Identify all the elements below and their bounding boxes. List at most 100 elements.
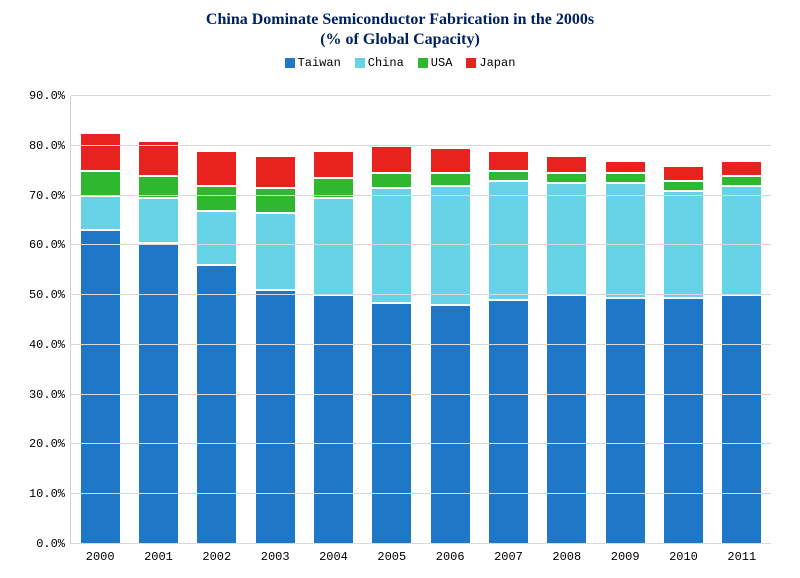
y-gridline [71,493,771,494]
legend-item-usa: USA [418,56,453,70]
legend-label: Japan [479,56,515,70]
bar-segment-japan [605,161,646,173]
chart-legend: Taiwan China USA Japan [0,56,800,70]
legend-swatch-taiwan [285,58,295,68]
bar-segment-usa [371,173,412,188]
x-axis-label: 2011 [727,544,756,564]
y-axis-label: 40.0% [29,338,71,352]
chart-bars: 2000 2001 2002 2003 2004 2005 2006 2007 2008 2009… [71,96,771,544]
bar-segment-china [488,181,529,300]
bar-segment-china [196,211,237,266]
y-axis-label: 90.0% [29,89,71,103]
bar-segment-japan [663,166,704,181]
legend-item-china: China [355,56,404,70]
x-axis-label: 2001 [144,544,173,564]
bar-segment-japan [80,133,121,170]
bar-group: 2000 [80,96,121,544]
bar-segment-usa [721,176,762,186]
bar-segment-usa [80,171,121,196]
bar-segment-usa [255,188,296,213]
bar-segment-usa [488,171,529,181]
bar-segment-japan [488,151,529,171]
bar-segment-usa [196,186,237,211]
x-axis-label: 2009 [611,544,640,564]
y-axis-label: 50.0% [29,288,71,302]
bar-segment-taiwan [546,295,587,544]
chart-title-line2: (% of Global Capacity) [0,30,800,50]
bar-segment-taiwan [371,303,412,544]
legend-swatch-usa [418,58,428,68]
bar-segment-china [255,213,296,290]
chart-container: China Dominate Semiconductor Fabrication… [0,0,800,578]
bar-segment-china [138,198,179,243]
x-axis-label: 2008 [552,544,581,564]
bar-group: 2008 [546,96,587,544]
bar-segment-taiwan [430,305,471,544]
bar-segment-japan [313,151,354,178]
y-axis-label: 30.0% [29,388,71,402]
legend-swatch-japan [466,58,476,68]
y-gridline [71,543,771,544]
bar-segment-taiwan [255,290,296,544]
y-axis-label: 0.0% [36,537,71,551]
bar-group: 2007 [488,96,529,544]
y-gridline [71,294,771,295]
y-gridline [71,145,771,146]
legend-item-taiwan: Taiwan [285,56,341,70]
legend-item-japan: Japan [466,56,515,70]
bar-segment-taiwan [663,298,704,544]
bar-segment-china [430,186,471,305]
x-axis-label: 2006 [436,544,465,564]
bar-segment-japan [371,146,412,173]
chart-title: China Dominate Semiconductor Fabrication… [0,0,800,50]
bar-segment-usa [663,181,704,191]
bar-segment-usa [546,173,587,183]
x-axis-label: 2005 [377,544,406,564]
bar-segment-taiwan [488,300,529,544]
y-axis-label: 60.0% [29,238,71,252]
bar-group: 2001 [138,96,179,544]
y-gridline [71,244,771,245]
bar-segment-japan [196,151,237,186]
y-gridline [71,195,771,196]
y-axis-label: 20.0% [29,437,71,451]
bar-segment-japan [721,161,762,176]
y-gridline [71,443,771,444]
legend-swatch-china [355,58,365,68]
bar-segment-china [546,183,587,295]
legend-label: USA [431,56,453,70]
bar-segment-china [313,198,354,295]
x-axis-label: 2007 [494,544,523,564]
bar-group: 2005 [371,96,412,544]
y-axis-label: 70.0% [29,189,71,203]
bar-segment-taiwan [605,298,646,544]
bar-segment-taiwan [313,295,354,544]
chart-plot-area: 2000 2001 2002 2003 2004 2005 2006 2007 2008 2009… [70,96,771,544]
bar-group: 2009 [605,96,646,544]
y-axis-label: 80.0% [29,139,71,153]
x-axis-label: 2002 [202,544,231,564]
bar-segment-china [721,186,762,296]
chart-title-line1: China Dominate Semiconductor Fabrication… [0,10,800,30]
bar-segment-japan [430,148,471,173]
bar-segment-japan [546,156,587,173]
bar-segment-usa [605,173,646,183]
bar-group: 2004 [313,96,354,544]
bar-segment-taiwan [721,295,762,544]
bar-segment-usa [430,173,471,185]
legend-label: China [368,56,404,70]
y-gridline [71,394,771,395]
y-gridline [71,95,771,96]
y-gridline [71,344,771,345]
x-axis-label: 2004 [319,544,348,564]
bar-group: 2010 [663,96,704,544]
bar-group: 2003 [255,96,296,544]
x-axis-label: 2000 [86,544,115,564]
bar-group: 2006 [430,96,471,544]
legend-label: Taiwan [298,56,341,70]
y-axis-label: 10.0% [29,487,71,501]
bar-segment-japan [255,156,296,188]
bar-group: 2002 [196,96,237,544]
x-axis-label: 2003 [261,544,290,564]
bar-segment-japan [138,141,179,176]
